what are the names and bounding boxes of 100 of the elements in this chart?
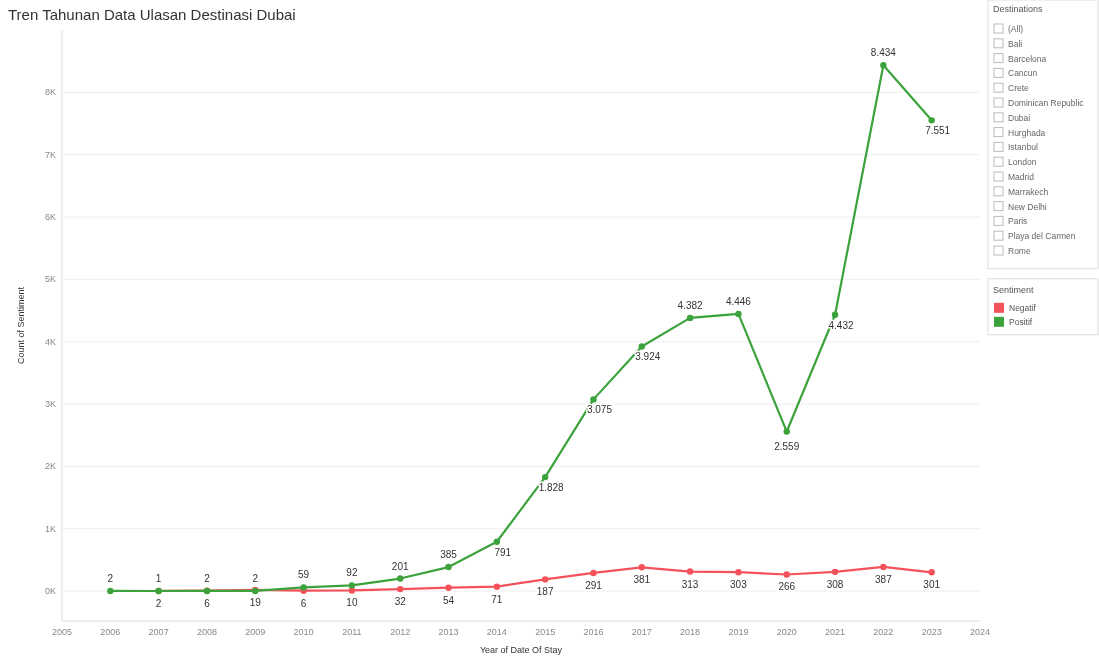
data-label: 8.434 xyxy=(870,47,897,59)
text: Destinations xyxy=(993,4,1044,14)
point xyxy=(928,569,935,576)
data-label: 301 xyxy=(923,579,941,591)
data-label: 1 xyxy=(155,573,162,585)
data-label: 291 xyxy=(585,579,603,591)
x-tick-label: 2009 xyxy=(245,627,266,637)
data-label: 6 xyxy=(204,597,211,609)
text: Marrakech xyxy=(1008,186,1049,197)
point xyxy=(397,575,404,582)
point xyxy=(783,428,790,435)
text: Hurghada xyxy=(1008,127,1046,138)
x-tick-label: 2012 xyxy=(390,627,411,637)
text: Dubai xyxy=(1008,112,1031,123)
data-label: 7.551 xyxy=(925,125,951,137)
text: Crete xyxy=(1008,83,1030,94)
point xyxy=(686,314,694,322)
chart-title: Tren Tahunan Data Ulasan Destinasi Dubai xyxy=(8,6,296,23)
x-tick-label: 2021 xyxy=(825,627,846,637)
x-tick-label: 2006 xyxy=(100,627,121,637)
data-label: 2 xyxy=(107,572,114,584)
point xyxy=(397,585,404,593)
data-label: 54 xyxy=(442,594,455,606)
data-label: 201 xyxy=(391,560,409,572)
x-tick-label: 2016 xyxy=(583,627,604,637)
x-tick-label: 2017 xyxy=(631,627,652,637)
point xyxy=(348,587,356,594)
data-label: 2 xyxy=(252,572,259,584)
text: Madrid xyxy=(1008,172,1035,182)
y-tick-label: 5K xyxy=(44,274,56,285)
point xyxy=(783,571,790,578)
point xyxy=(638,564,645,571)
point xyxy=(590,396,597,403)
y-axis-title: Count of Sentiment xyxy=(16,286,26,365)
data-label: 791 xyxy=(494,546,512,558)
x-tick-label: 2011 xyxy=(342,627,362,637)
data-label: 2.559 xyxy=(774,440,800,452)
point xyxy=(735,310,742,318)
x-tick-label: 2015 xyxy=(535,627,556,637)
point xyxy=(348,582,356,589)
data-label: 10 xyxy=(346,597,358,609)
data-label: 92 xyxy=(346,567,358,579)
point xyxy=(445,584,452,591)
data-label: 308 xyxy=(826,578,844,590)
data-label: 313 xyxy=(681,578,699,590)
text: London xyxy=(1008,157,1037,168)
data-label: 3.924 xyxy=(635,351,661,363)
point xyxy=(445,563,452,571)
point xyxy=(541,576,549,583)
x-tick-label: 2022 xyxy=(873,627,894,637)
text: Dominican Republic xyxy=(1008,98,1085,108)
point xyxy=(880,62,887,69)
data-label: 59 xyxy=(298,569,310,581)
data-label: 2 xyxy=(204,572,211,584)
x-tick-label: 2019 xyxy=(728,627,749,637)
point xyxy=(541,473,549,481)
point xyxy=(831,568,839,576)
x-tick-label: 2024 xyxy=(969,627,991,637)
legend-label: Positif xyxy=(1009,316,1033,327)
text: Rome xyxy=(1008,246,1031,256)
y-tick-label: 6K xyxy=(44,212,56,223)
point xyxy=(638,343,645,350)
point xyxy=(735,568,742,576)
legend-label: Negatif xyxy=(1009,302,1037,313)
data-label: 3.075 xyxy=(586,404,613,416)
x-tick-label: 2005 xyxy=(51,627,73,637)
x-tick-label: 2018 xyxy=(680,627,701,637)
data-label: 32 xyxy=(394,596,407,608)
data-label: 387 xyxy=(875,573,893,585)
x-tick-label: 2020 xyxy=(776,627,797,637)
x-tick-label: 2010 xyxy=(293,627,314,637)
data-label: 187 xyxy=(536,586,554,598)
x-tick-label: 2007 xyxy=(148,627,169,637)
text: (All) xyxy=(1008,24,1024,34)
y-tick-label: 7K xyxy=(44,149,56,160)
data-label: 303 xyxy=(730,579,748,591)
y-tick-label: 3K xyxy=(44,399,56,410)
x-tick-label: 2013 xyxy=(438,627,459,637)
data-label: 381 xyxy=(633,574,651,586)
data-label: 19 xyxy=(249,596,262,608)
data-label: 385 xyxy=(440,549,458,561)
point xyxy=(493,583,501,590)
point xyxy=(928,117,935,124)
y-tick-label: 4K xyxy=(44,336,56,347)
data-label: 1.828 xyxy=(538,482,565,494)
x-axis-title: Year of Date Of Stay xyxy=(479,645,563,655)
data-label: 2 xyxy=(155,597,162,609)
y-tick-label: 1K xyxy=(44,523,56,534)
point xyxy=(880,563,887,571)
legend-title: Sentiment xyxy=(993,284,1035,295)
text: Playa del Carmen xyxy=(1008,231,1076,242)
data-label: 6 xyxy=(300,597,307,609)
data-label: 4.446 xyxy=(725,295,752,307)
text: Paris xyxy=(1008,216,1028,227)
y-tick-label: 0K xyxy=(44,586,56,597)
y-tick-label: 8K xyxy=(44,87,56,98)
x-tick-label: 2014 xyxy=(486,627,507,637)
point xyxy=(107,587,114,595)
text: Istanbul xyxy=(1008,142,1038,153)
text: New Delhi xyxy=(1008,201,1047,212)
